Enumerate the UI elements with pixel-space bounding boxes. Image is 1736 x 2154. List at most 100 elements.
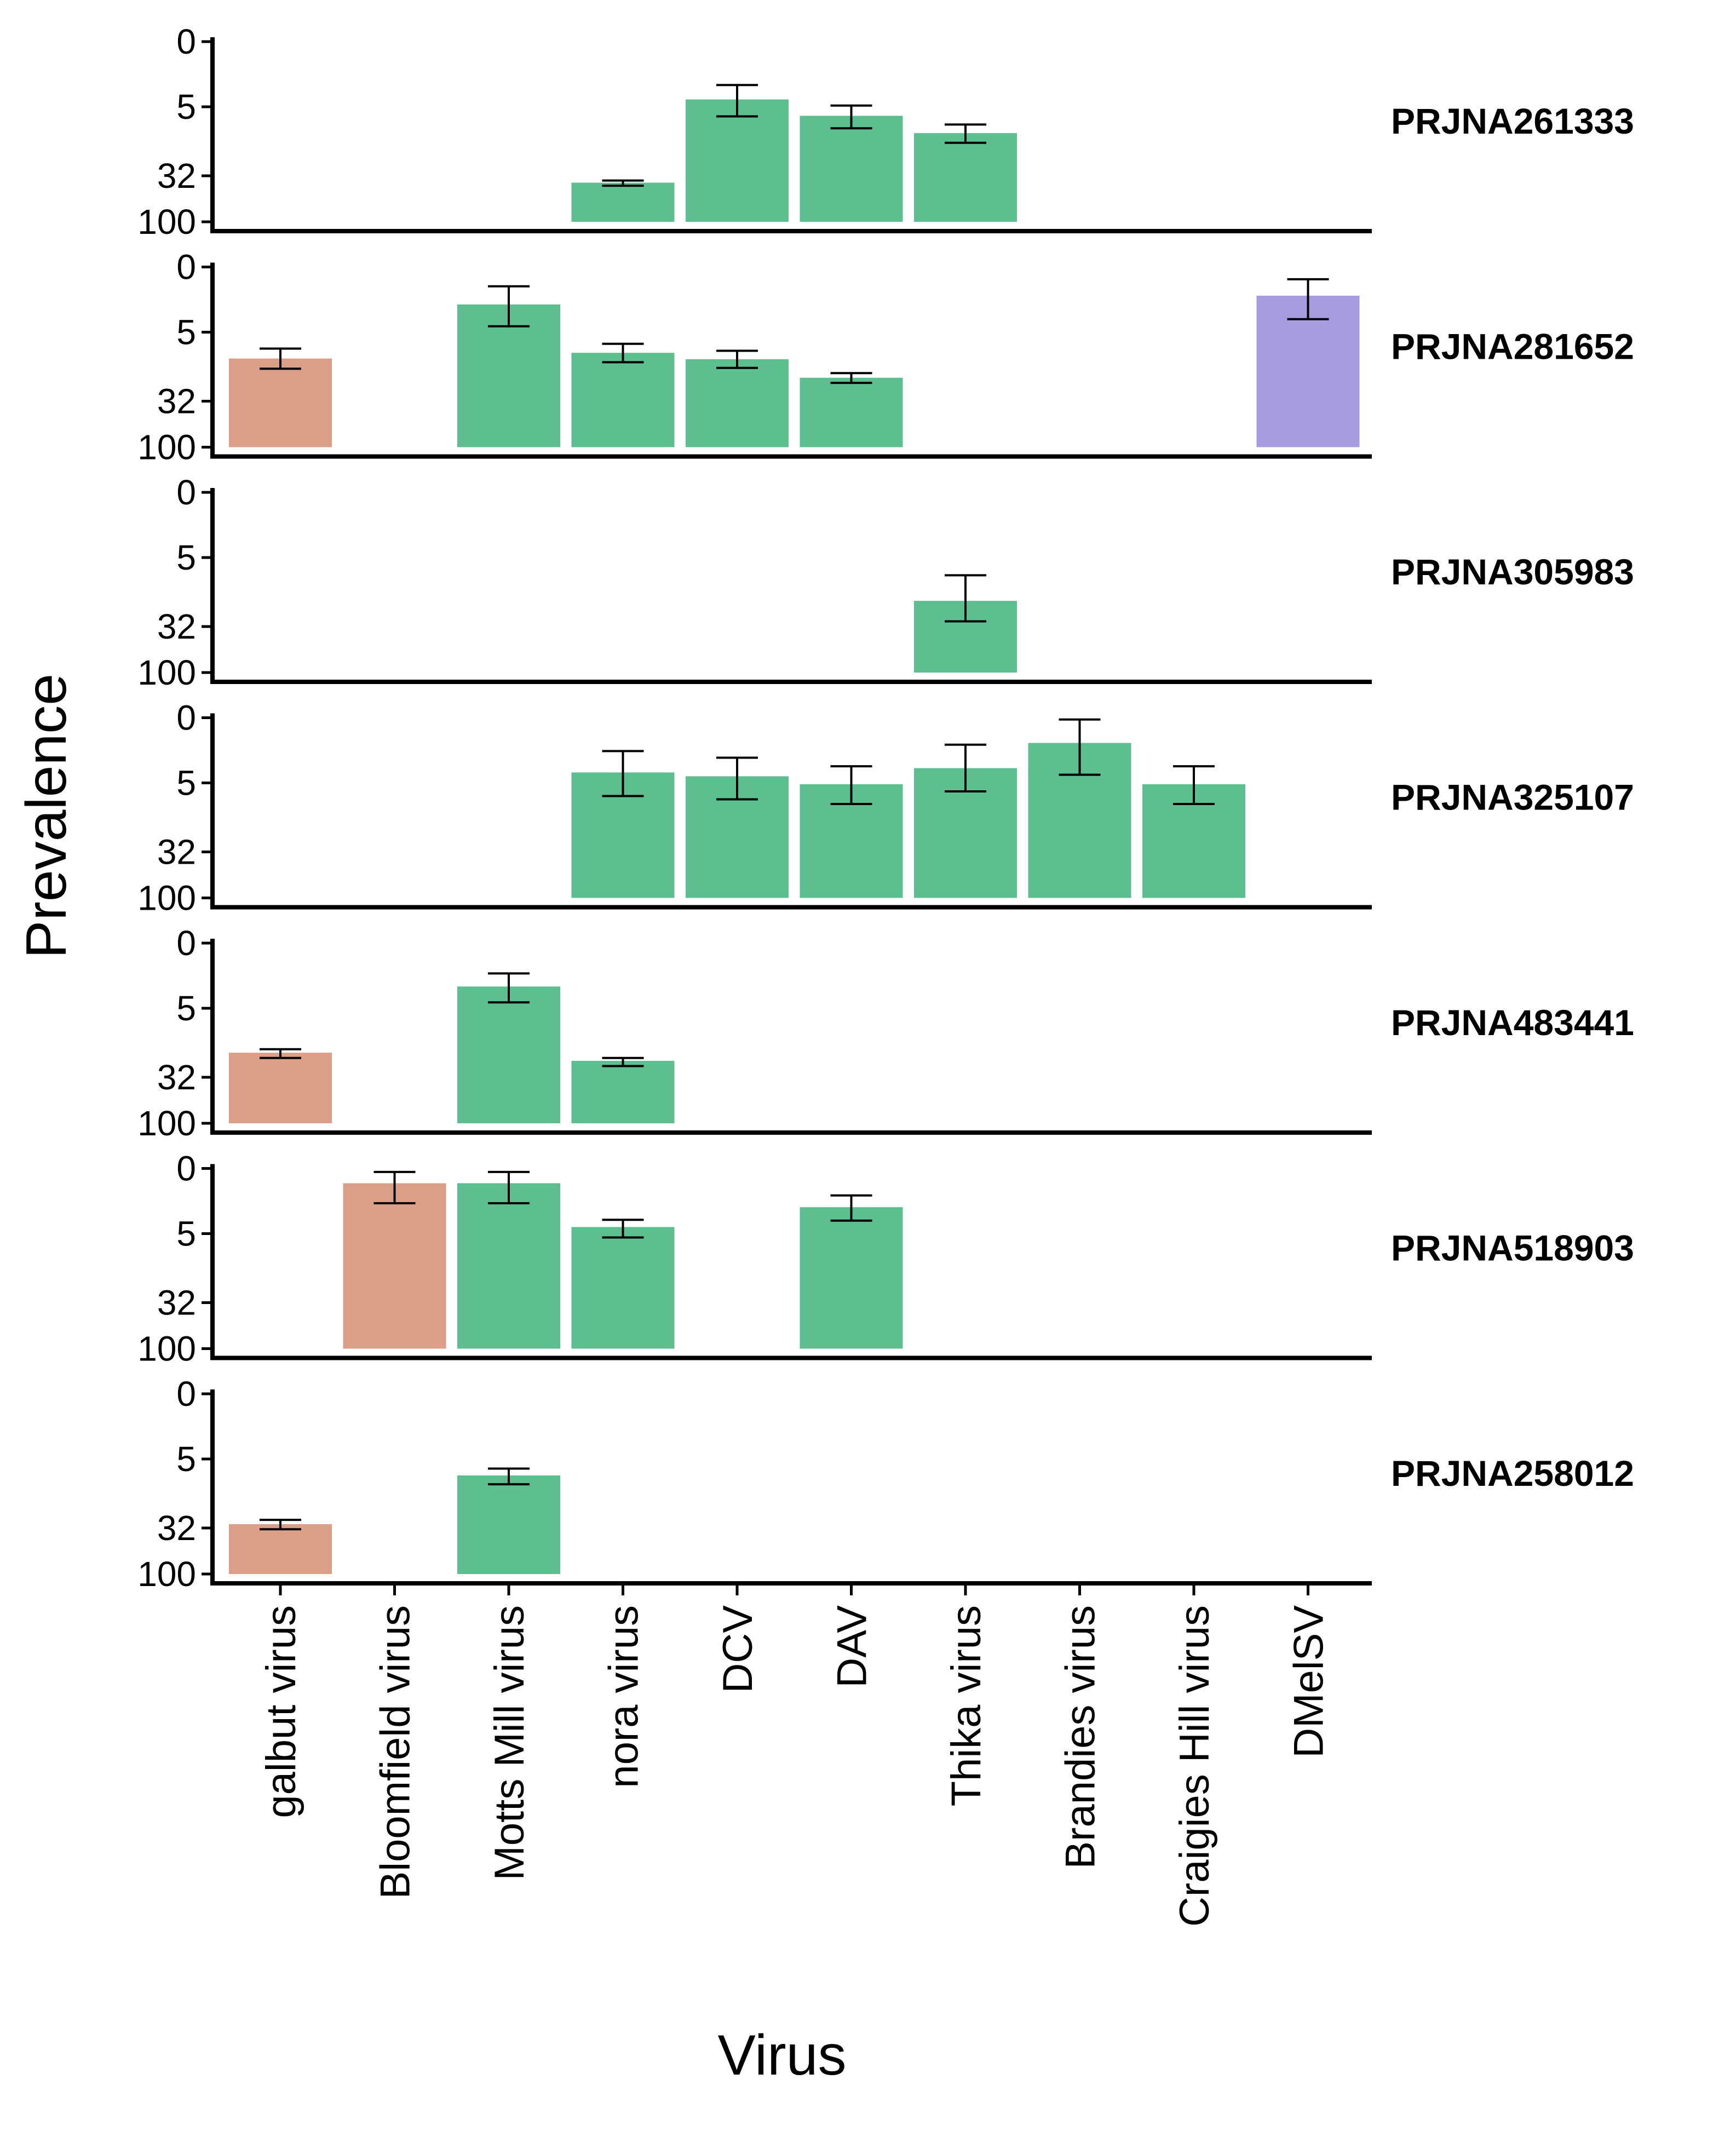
error-bar [1059,718,1101,776]
y-tick-label: 100 [137,202,196,242]
bar-nora-virus: nora virus: 9 [571,353,675,447]
panel-label: PRJNA258012 [1391,1453,1634,1494]
error-bar [602,1219,644,1239]
error-bar [830,372,872,384]
bar-motts-mill-virus: Motts Mill virus: 2.3 [457,986,560,1123]
y-tick-label: 5 [176,989,196,1028]
error-bar [716,84,758,118]
panel-label: PRJNA325107 [1391,777,1634,818]
error-bar [945,574,986,623]
error-bar [602,1056,644,1067]
error-bar [488,1467,530,1486]
error-bar [260,347,301,370]
y-tick-label: 0 [176,1149,196,1188]
y-tick-label: 100 [137,1554,196,1594]
bar-galbut-virus: galbut virus: 17 [229,1053,332,1123]
y-tick-label: 32 [157,1508,196,1548]
error-bar [602,342,644,364]
error-bar [488,285,530,328]
bar-dcv: DCV: 10.7 [686,359,789,447]
bar-dmelsv: DMelSV: 1.2 [1256,295,1360,447]
x-tick-label: Craigies Hill virus [1171,1605,1218,1927]
panel-label: PRJNA305983 [1391,552,1634,592]
panel-prjna261333: nora virus: 38 DCV: 3.9DAV: 6.5Thika viru… [137,22,1634,242]
y-tick-label: 5 [176,1439,196,1479]
x-tick-label: Brandies virus [1057,1605,1104,1869]
x-tick-label: DCV [715,1605,761,1693]
bar-dav: DAV: 1.9 [800,1207,903,1349]
y-tick-label: 32 [157,1283,196,1323]
error-bar [830,104,872,130]
x-axis-title: Virus [717,2024,846,2087]
x-tick-label: galbut virus [258,1605,304,1818]
y-tick-label: 32 [157,607,196,646]
error-bar [716,349,758,369]
y-tick-label: 5 [176,87,196,127]
panel-prjna258012: galbut virus: 29 Motts Mill virus: 8 0 5 32 1… [137,1374,1634,1594]
bar-thika-virus: Thika virus: 10.5 [914,133,1017,222]
panel-prjna518903: Bloomfield virus: 0.5Motts Mill virus: 0… [137,1149,1634,1369]
error-bar [945,123,986,144]
panel-prjna325107: nora virus: 3.5DCV: 4DAV: 5.2Thika virus… [137,698,1634,918]
bar-motts-mill-virus: Motts Mill virus: 0.5 [457,1183,560,1349]
bar-bloomfield-virus: Bloomfield virus: 0.5 [343,1183,446,1349]
error-bar [602,750,644,797]
y-tick-label: 0 [176,248,196,287]
y-tick-label: 100 [137,653,196,692]
bar-galbut-virus: galbut virus: 10.5 [229,358,332,447]
error-bar [945,743,986,793]
bar-dav: DAV: 6.5 [800,116,903,222]
x-axis: galbut virus Bloomfield virus Motts Mill v… [258,1583,1332,1927]
error-bar [488,1170,530,1204]
chart-panels: nora virus: 38 DCV: 3.9DAV: 6.5Thika viru… [137,22,1634,1594]
bar-dav: DAV: 17.5 [800,377,903,447]
bar-galbut-virus: galbut virus: 29 [229,1524,332,1574]
y-tick-label: 32 [157,1058,196,1097]
y-tick-label: 0 [176,1374,196,1414]
error-bar [260,1048,301,1059]
y-tick-label: 100 [137,878,196,918]
error-bar [373,1170,416,1204]
x-tick-label: Motts Mill virus [486,1605,533,1880]
error-bar [1173,765,1215,805]
y-tick-label: 0 [176,22,196,61]
bar-nora-virus: nora virus: 4 [571,1227,675,1349]
y-tick-label: 100 [137,428,196,467]
bar-dcv: DCV: 3.9 [686,99,789,222]
y-tick-label: 5 [176,538,196,577]
y-axis-title: Prevalence [15,674,78,958]
bar-motts-mill-virus: Motts Mill virus: 1.8 [457,304,560,447]
error-bar [602,179,644,187]
panel-prjna281652: galbut virus: 10.5 Motts Mill virus: 1.8n… [137,248,1634,467]
y-tick-label: 5 [176,763,196,803]
panel-label: PRJNA261333 [1391,101,1634,141]
y-tick-label: 0 [176,473,196,512]
x-tick-label: DMelSV [1286,1605,1332,1758]
x-tick-label: nora virus [601,1605,647,1788]
error-bar [260,1519,301,1531]
error-bar [830,765,872,805]
error-bar [488,972,530,1004]
y-tick-label: 32 [157,382,196,421]
bar-motts-mill-virus: Motts Mill virus: 8 [457,1475,560,1574]
y-tick-label: 0 [176,923,196,963]
panel-prjna305983: Thika virus: 16.50532100PRJNA305983 [137,473,1634,692]
x-tick-label: Thika virus [943,1605,990,1806]
x-tick-label: Bloomfield virus [372,1605,419,1899]
panel-prjna483441: galbut virus: 17 Motts Mill virus: 2.3nor… [137,923,1634,1143]
bar-nora-virus: nora virus: 38 [571,182,675,222]
bar-nora-virus: nora virus: 21 [571,1061,675,1123]
y-tick-label: 100 [137,1104,196,1143]
y-tick-label: 100 [137,1329,196,1369]
panel-label: PRJNA518903 [1391,1228,1634,1268]
x-tick-label: DAV [829,1605,876,1688]
error-bar [716,756,758,801]
y-tick-label: 5 [176,313,196,352]
error-bar [1287,278,1329,320]
panel-label: PRJNA483441 [1391,1002,1634,1043]
y-tick-label: 32 [157,832,196,872]
y-tick-label: 5 [176,1214,196,1254]
panel-label: PRJNA281652 [1391,326,1634,367]
error-bar [830,1194,872,1222]
